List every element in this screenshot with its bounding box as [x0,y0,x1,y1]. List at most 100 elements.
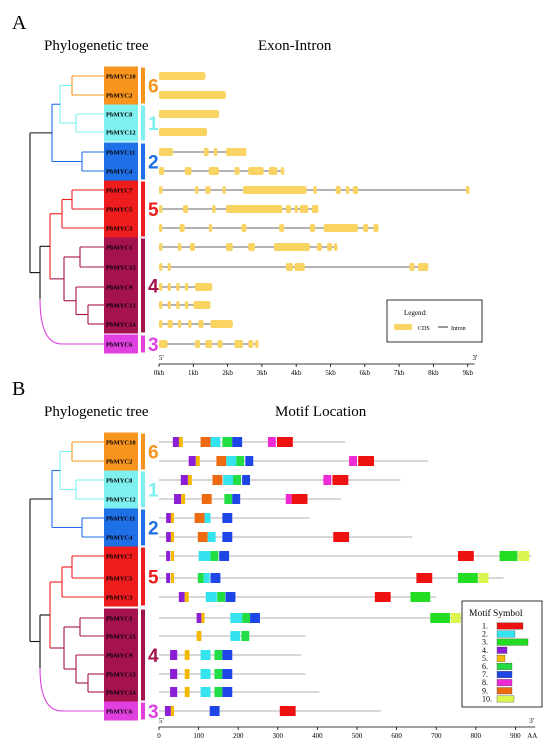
motif-box [222,669,233,679]
axis-tick-label: 800 [471,732,482,740]
cds-exon [176,301,180,309]
cds-exon [409,263,415,271]
motif-box [205,592,217,602]
group-box [104,104,138,142]
cds-exon [212,205,216,213]
motif-legend-label: 3. [482,638,488,647]
motif-box [230,631,241,641]
axis-tick-label: 9kb [462,369,473,377]
gene-label: PbMYC11 [106,150,135,157]
motif-box [279,706,296,716]
axis-tick-label: 600 [391,732,402,740]
group-box [104,66,138,105]
gene-label: PbMYC1 [106,245,132,252]
cds-exon [294,263,305,271]
gene-label: PbMYC14 [106,690,136,697]
legend-intron-label: Intron [451,326,466,332]
motif-box [166,551,171,561]
cds-exon [241,224,247,232]
group-bar [141,335,145,353]
motif-legend: Motif Symbol 1.2.3.4.5.6.7.8.9.10. [461,600,543,708]
motif-box [250,613,260,623]
motif-box [200,650,211,660]
motif-box [242,475,251,485]
group-label: 5 [148,200,159,221]
axis-tick-label: 300 [273,732,284,740]
motif-legend-label: 9. [482,686,488,695]
motif-box [166,532,171,542]
axis-unit-label: AA [527,732,537,740]
gene-label: PbMYC7 [106,554,133,561]
cds-exon [222,186,226,194]
motif-box [170,669,178,679]
cds-exon [217,340,223,348]
motif-box [267,437,276,447]
motif-box [214,669,223,679]
axis-start-label: 5' [159,717,164,725]
motif-box [222,687,233,697]
cds-exon [294,205,298,213]
motif-box [170,573,175,583]
cds-exon [198,320,204,328]
panel-a: A Phylogenetic tree Exon-Intron 6PbMYC10… [12,12,483,377]
motif-legend-label: 10. [482,694,492,703]
motif-box [214,687,223,697]
gene-label: PbMYC13 [106,672,136,679]
cds-exon [225,243,233,251]
group-label: 6 [148,77,159,98]
axis-tick-label: 500 [352,732,363,740]
motif-box [210,573,221,583]
panel-b-tree-title: Phylogenetic tree [44,404,149,420]
cds-exon [195,186,199,194]
cds-exon [243,186,307,194]
phylogenetic-tree-b [29,441,104,712]
cds-exon [299,205,309,213]
motif-legend-swatch [496,687,513,695]
motif-box [323,475,332,485]
panel-b-title: Motif Location [275,404,367,420]
axis-tick-label: 7kb [394,369,405,377]
motif-legend-label: 8. [482,678,488,687]
motif-box [518,551,530,561]
cds-exon [316,243,322,251]
motif-box [170,532,175,542]
motif-box [349,456,357,466]
panel-a-tree-title: Phylogenetic tree [44,38,149,54]
cds-exon [213,148,218,156]
motif-box [222,513,233,523]
motif-box [210,551,219,561]
gene-label: PbMYC4 [106,169,133,176]
cds-exon [335,186,341,194]
group-box [104,237,138,334]
cds-exon [183,205,189,213]
tree-branch [39,667,104,712]
motif-box [166,513,171,523]
cds-exon [373,224,379,232]
motif-box [198,551,211,561]
axis-tick-label: 8kb [428,369,439,377]
group-label: 4 [148,277,159,298]
motif-box [170,551,175,561]
gene-label: PbMYC11 [106,516,135,523]
cds-exon [309,224,316,232]
motif-legend-swatch [496,671,513,678]
cds-exon [234,167,240,175]
group-bar [141,471,145,508]
cds-exon [159,205,163,213]
motif-legend-label: 1. [482,622,488,631]
motif-box [184,687,190,697]
axis-tick-label: 2kb [222,369,233,377]
motif-box [204,513,211,523]
cds-exon [352,186,358,194]
group-label: 6 [148,443,159,464]
cds-exon [159,243,163,251]
motif-box [245,456,254,466]
cds-exon [311,205,319,213]
motif-box [203,573,210,583]
motif-legend-title: Motif Symbol [469,608,523,619]
cds-exon [279,224,285,232]
cds-exon [203,148,209,156]
group-box [104,608,138,702]
motif-box [170,687,178,697]
legend-a-title: Legend: [404,309,427,317]
